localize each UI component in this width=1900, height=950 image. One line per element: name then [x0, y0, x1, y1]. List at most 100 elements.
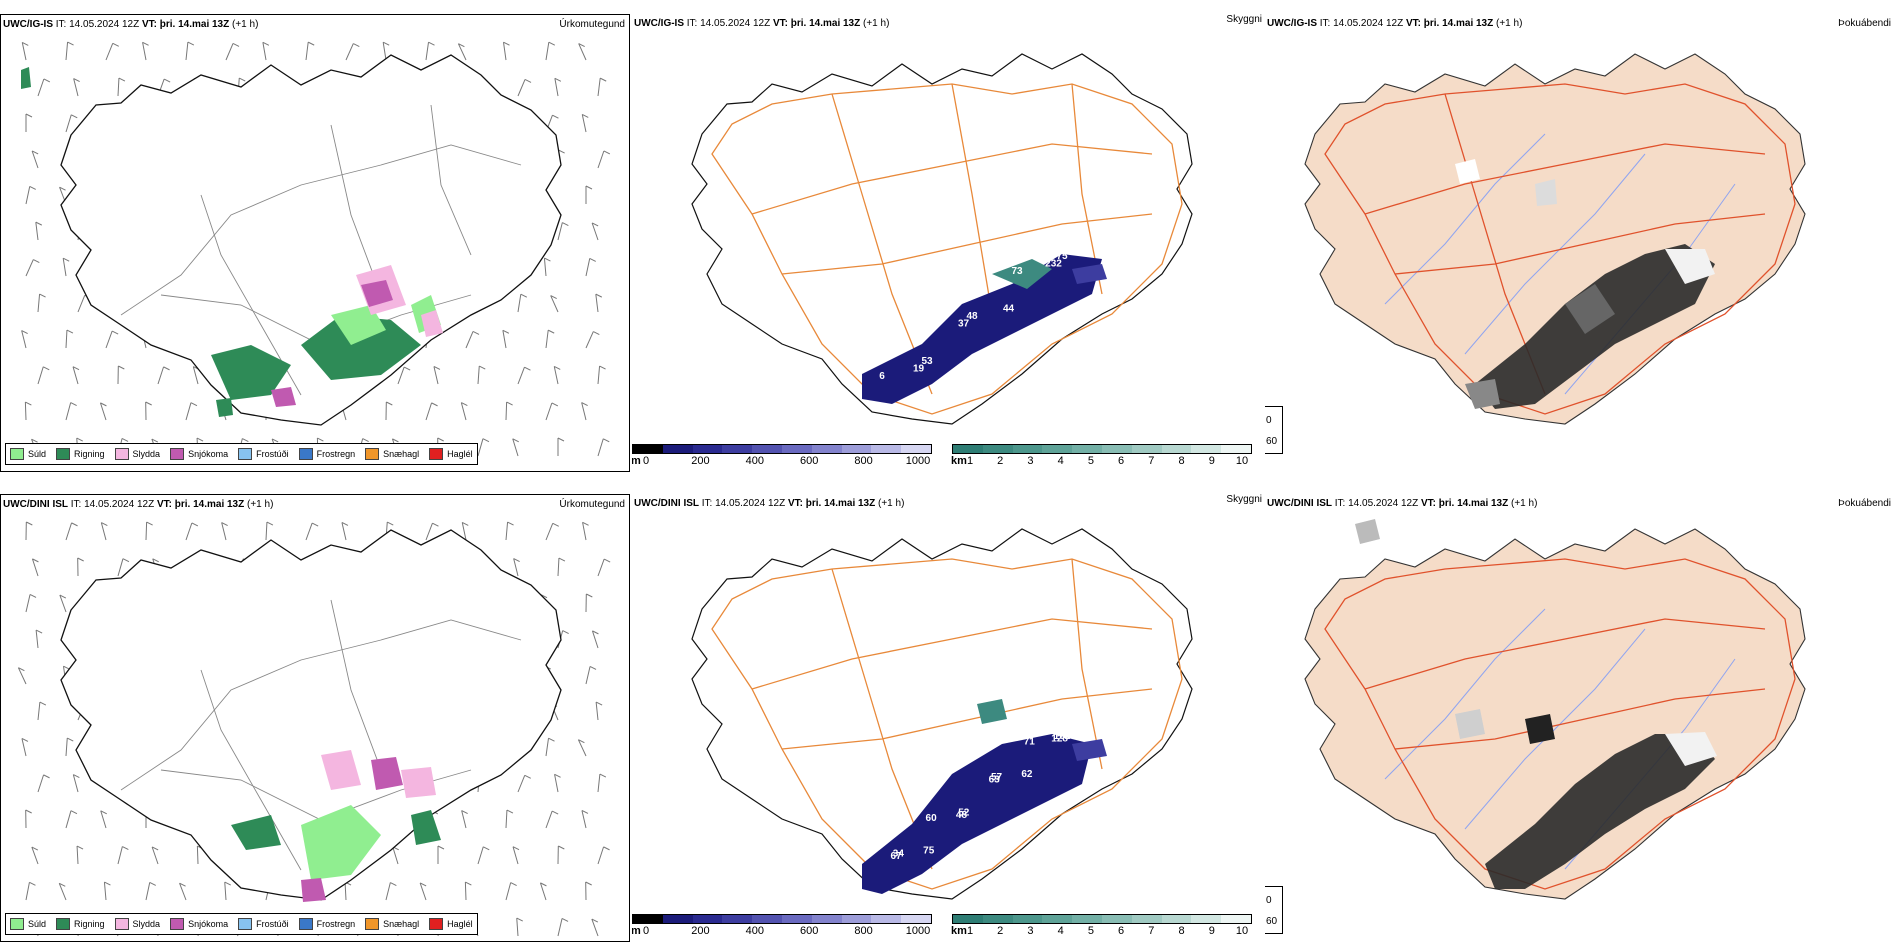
legend-item-frostregn: Frostregn — [298, 448, 355, 460]
wind-barb-flag — [29, 881, 36, 886]
visibility-colorbar-km: km 1 2 3 4 5 6 7 8 9 10 — [951, 444, 1252, 468]
colorbar-step — [1191, 915, 1222, 923]
wind-barb-flag — [149, 881, 156, 886]
wind-barb-flag — [554, 773, 561, 778]
wind-barb — [225, 43, 234, 61]
wind-barb-flag — [458, 43, 465, 48]
wind-barb-flag — [262, 41, 270, 46]
wind-barb-flag — [551, 810, 559, 815]
wind-barb — [65, 114, 72, 133]
colorbar-tick-label: 8 — [1178, 925, 1185, 937]
colorbar-tick-label: 400 — [745, 925, 764, 937]
wind-barb — [105, 330, 113, 349]
wind-barb — [21, 738, 27, 757]
panel-header: UWC/IG-IS IT: 14.05.2024 12Z VT: þri. 14… — [634, 18, 890, 29]
colorbar-tick-label: 800 — [854, 925, 873, 937]
colorbar-step — [953, 445, 983, 453]
wind-barb-flag — [512, 438, 519, 443]
wind-barb — [196, 845, 199, 865]
wind-barb — [597, 438, 604, 457]
visibility-value-label: 128 — [1051, 734, 1068, 745]
wind-barb — [581, 402, 587, 421]
wind-barb — [21, 42, 27, 61]
panel-header: UWC/IG-IS IT: 14.05.2024 12Z VT: þri. 14… — [3, 19, 259, 30]
wind-barb — [145, 521, 148, 541]
legend-swatch — [170, 918, 185, 930]
wind-barb-flag — [362, 438, 369, 443]
wind-barb-flag — [151, 438, 159, 443]
wind-barb — [65, 329, 68, 349]
wind-barb-flag — [524, 366, 531, 371]
wind-barb-flag — [242, 438, 249, 442]
wind-barb — [554, 78, 559, 97]
colorbar-tick-label: 0 — [642, 925, 650, 937]
colorbar-tick-label: 10 — [1235, 455, 1249, 467]
colorbar-step — [811, 445, 842, 453]
wind-barb — [425, 523, 433, 541]
precip-legend: Súld Rigning Slydda Snjókoma Frostúði Fr… — [5, 443, 478, 465]
wind-barb-flag — [39, 701, 47, 706]
wind-barb — [517, 775, 526, 793]
wind-barb-flag — [76, 437, 83, 442]
colorbar-m-ticks: m 0 200 400 600 800 1000 — [632, 454, 932, 468]
wind-barb-flag — [595, 701, 603, 706]
fog-legend-row-60: 60 — [1265, 433, 1278, 449]
wind-barb-flag — [599, 365, 606, 370]
wind-barb — [72, 366, 79, 385]
coastline — [691, 53, 1193, 425]
wind-barb-flag — [558, 557, 566, 562]
wind-barb-flag — [431, 402, 438, 407]
wind-barb-flag — [520, 293, 528, 298]
wind-barb-flag — [524, 78, 532, 83]
wind-barb-flag — [552, 114, 559, 119]
colorbar-km-ticks: km 1 2 3 4 5 6 7 8 9 10 — [951, 454, 1252, 468]
low-visibility-area — [862, 254, 1107, 404]
visibility-value-label: 62 — [1021, 769, 1033, 780]
wind-barb — [517, 367, 525, 385]
legend-item-haglel: Haglél — [429, 448, 473, 460]
wind-barb-flag — [585, 881, 592, 886]
coastline — [691, 528, 1193, 900]
colorbar-step — [1042, 915, 1073, 923]
wind-barb-flag — [118, 77, 126, 82]
wind-barb — [545, 523, 554, 541]
wind-barb — [59, 594, 67, 613]
wind-barb — [597, 78, 601, 97]
colorbar-step — [982, 445, 1013, 453]
colorbar-tick-label: 1 — [966, 455, 974, 467]
wind-barb-flag — [562, 222, 569, 226]
visibility-panel-row1: UWC/IG-IS IT: 14.05.2024 12Z VT: þri. 14… — [632, 14, 1262, 472]
colorbar-unit: m — [632, 455, 641, 467]
wind-barb-flag — [482, 438, 490, 443]
wind-barb — [192, 366, 199, 385]
wind-barb — [591, 630, 599, 649]
wind-barb-flag — [71, 114, 78, 119]
precip-legend: Súld Rigning Slydda Snjókoma Frostúði Fr… — [5, 913, 478, 935]
colorbar-tick-label: 5 — [1087, 925, 1094, 937]
wind-barb — [597, 558, 605, 577]
wind-barb-flag — [387, 521, 394, 526]
colorbar-step — [1161, 915, 1192, 923]
wind-barb-flag — [190, 402, 198, 407]
legend-swatch — [56, 918, 71, 930]
wind-barb — [397, 366, 405, 385]
visibility-value-label: 75 — [1056, 251, 1068, 262]
wind-barb-flag — [540, 882, 547, 887]
colorbar-tick-label: 1 — [966, 925, 974, 937]
colorbar-step — [752, 445, 782, 453]
wind-barb-flag — [35, 629, 43, 634]
colorbar-step — [1101, 445, 1132, 453]
visibility-value-label: 73 — [1011, 266, 1023, 277]
wind-barb — [461, 810, 467, 829]
visibility-value-label: 60 — [926, 813, 938, 824]
wind-barb — [477, 846, 484, 865]
wind-barb-flag — [31, 846, 39, 851]
colorbar-step — [781, 915, 812, 923]
wind-barb-flag — [437, 437, 444, 442]
wind-barb-flag — [353, 43, 360, 48]
wind-barb — [545, 330, 549, 349]
legend-swatch — [365, 918, 380, 930]
wind-barb-flag — [544, 257, 551, 262]
legend-swatch — [429, 918, 444, 930]
